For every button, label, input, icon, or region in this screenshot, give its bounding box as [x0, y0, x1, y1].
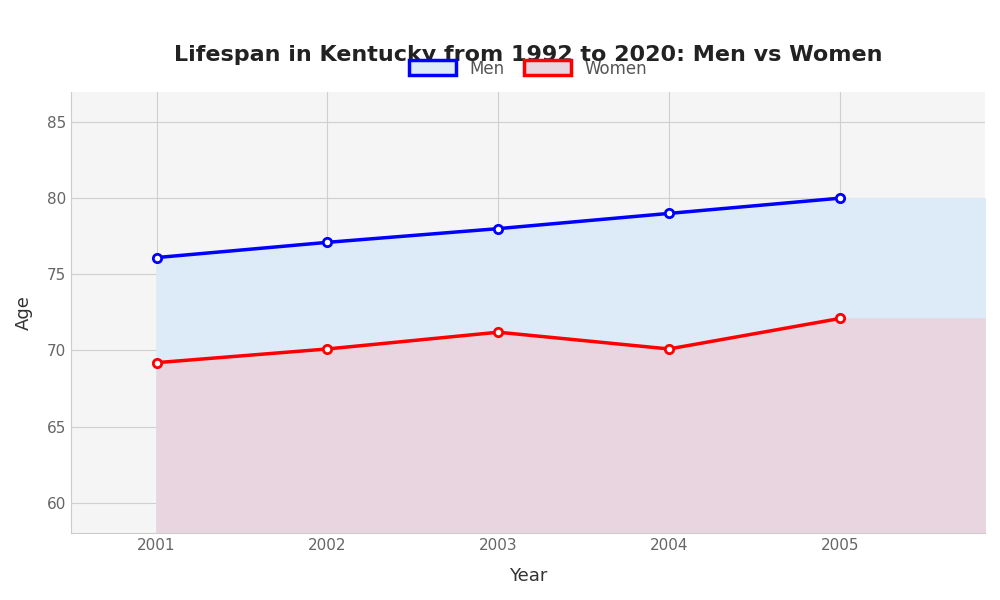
- X-axis label: Year: Year: [509, 567, 547, 585]
- Title: Lifespan in Kentucky from 1992 to 2020: Men vs Women: Lifespan in Kentucky from 1992 to 2020: …: [174, 45, 882, 65]
- Legend: Men, Women: Men, Women: [401, 52, 655, 86]
- Y-axis label: Age: Age: [15, 295, 33, 330]
